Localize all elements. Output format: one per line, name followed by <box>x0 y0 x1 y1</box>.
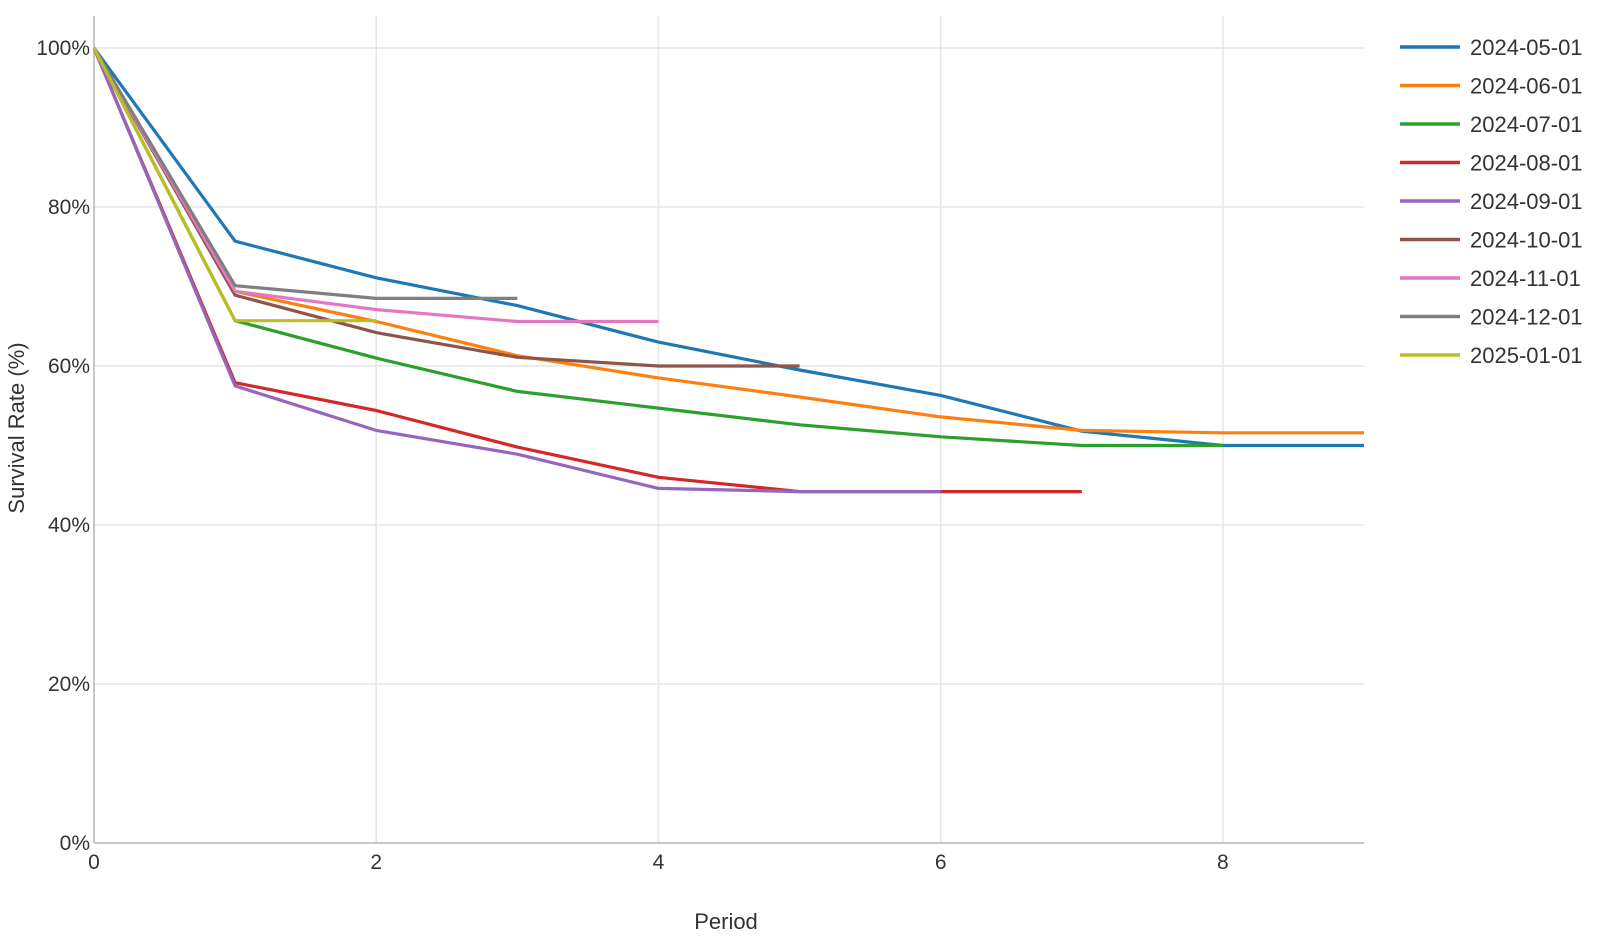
y-axis-label: Survival Rate (%) <box>4 342 29 513</box>
legend-item[interactable]: 2025-01-01 <box>1400 343 1583 368</box>
x-tick-label: 8 <box>1217 851 1229 874</box>
legend-label: 2024-08-01 <box>1470 151 1583 176</box>
x-tick-label: 2 <box>370 851 382 874</box>
series-line-2024-09-01 <box>92 47 941 494</box>
legend-item[interactable]: 2024-07-01 <box>1400 112 1583 137</box>
tick-labels: 0% 20% 40% 60% 80% 100% 0 2 4 6 8 <box>36 37 1228 874</box>
legend-item[interactable]: 2024-11-01 <box>1400 266 1581 291</box>
legend-item[interactable]: 2024-09-01 <box>1400 189 1583 214</box>
axes <box>93 16 1364 844</box>
legend-label: 2025-01-01 <box>1470 343 1583 368</box>
legend-label: 2024-09-01 <box>1470 189 1583 214</box>
series-lines <box>92 47 1364 494</box>
legend-label: 2024-11-01 <box>1470 266 1581 291</box>
x-tick-label: 6 <box>935 851 947 874</box>
y-tick-label: 100% <box>36 37 90 60</box>
series-line-2025-01-01 <box>92 47 377 323</box>
series-line-2024-05-01 <box>92 47 1364 448</box>
legend-item[interactable]: 2024-12-01 <box>1400 305 1583 330</box>
legend-label: 2024-05-01 <box>1470 35 1583 60</box>
legend-item[interactable]: 2024-10-01 <box>1400 228 1583 253</box>
series-line-2024-10-01 <box>92 47 800 368</box>
legend-label: 2024-06-01 <box>1470 74 1583 99</box>
y-tick-label: 0% <box>60 832 90 855</box>
y-tick-label: 40% <box>48 514 90 537</box>
series-line-2024-11-01 <box>92 47 659 324</box>
y-tick-label: 80% <box>48 196 90 219</box>
series-line-2024-06-01 <box>92 47 1364 435</box>
legend-label: 2024-12-01 <box>1470 305 1583 330</box>
legend-item[interactable]: 2024-05-01 <box>1400 35 1583 60</box>
series-line-2024-08-01 <box>92 47 1082 494</box>
y-tick-label: 60% <box>48 355 90 378</box>
x-tick-label: 4 <box>653 851 665 874</box>
legend-item[interactable]: 2024-06-01 <box>1400 74 1583 99</box>
series-line-2024-12-01 <box>92 47 518 300</box>
legend-label: 2024-10-01 <box>1470 228 1583 253</box>
grid-lines <box>94 16 1364 843</box>
x-axis-label: Period <box>694 909 758 934</box>
legend: 2024-05-01 2024-06-01 2024-07-01 2024-08-01… <box>1400 35 1583 368</box>
series-line-2024-07-01 <box>92 47 1223 448</box>
y-tick-label: 20% <box>48 673 90 696</box>
x-tick-label: 0 <box>88 851 100 874</box>
legend-item[interactable]: 2024-08-01 <box>1400 151 1583 176</box>
legend-label: 2024-07-01 <box>1470 112 1583 137</box>
